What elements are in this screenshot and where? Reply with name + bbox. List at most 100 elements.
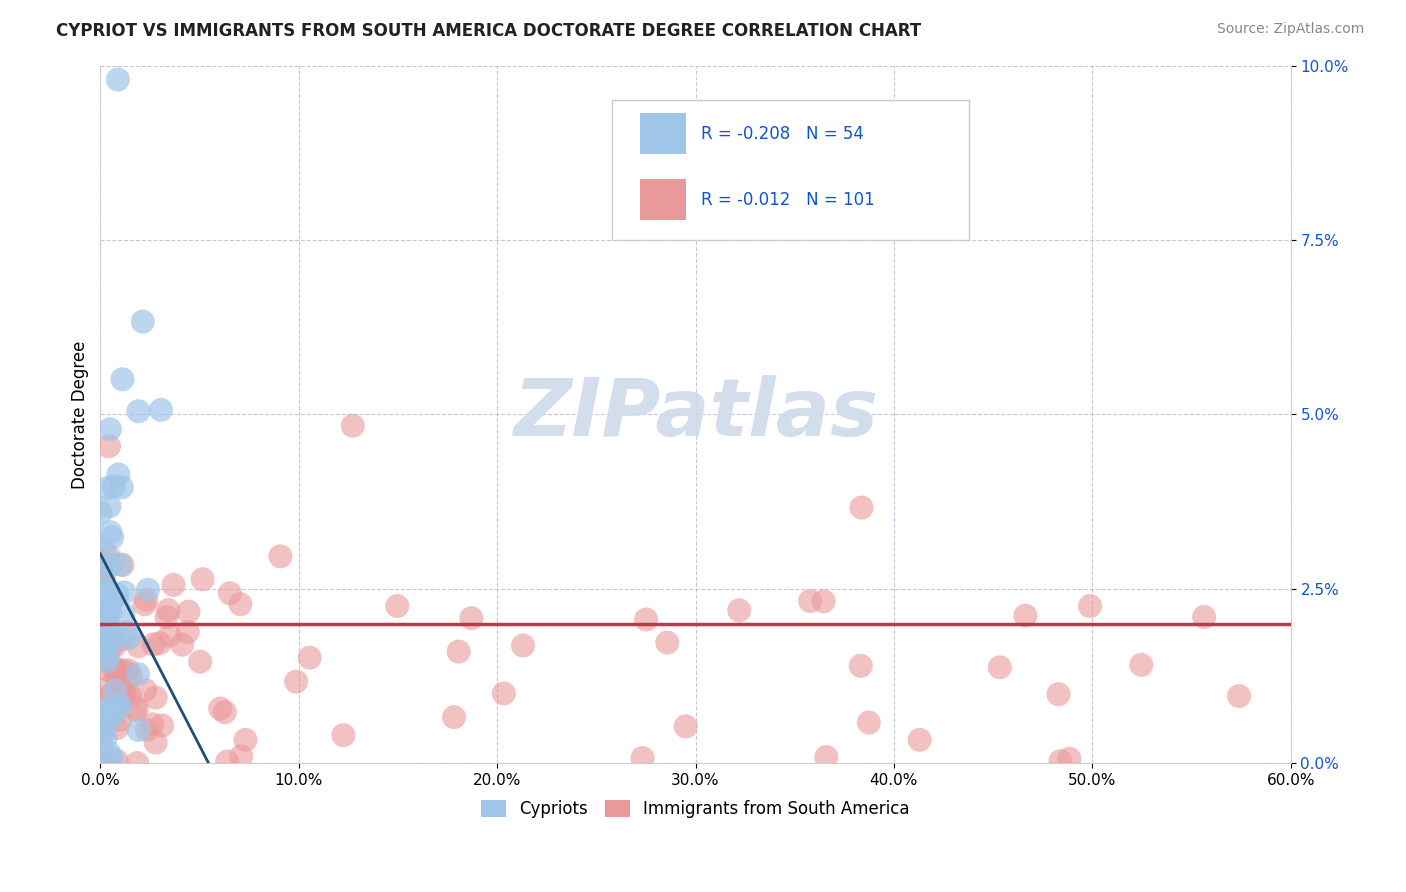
Point xyxy=(96,648,118,663)
Point xyxy=(93,681,115,696)
Point xyxy=(1078,599,1101,613)
Point xyxy=(98,700,121,714)
Point xyxy=(98,631,121,645)
Point xyxy=(93,632,115,647)
Point xyxy=(98,500,121,514)
Point xyxy=(94,731,117,746)
Text: R = -0.208   N = 54: R = -0.208 N = 54 xyxy=(702,125,865,143)
Point xyxy=(634,612,657,626)
Point xyxy=(387,599,409,613)
Point xyxy=(93,694,115,708)
Point xyxy=(105,721,128,735)
Point xyxy=(849,658,872,673)
Point xyxy=(97,663,120,677)
Point xyxy=(136,723,159,737)
Point xyxy=(172,638,194,652)
Point xyxy=(214,705,236,719)
Point xyxy=(91,646,114,660)
Point xyxy=(107,467,129,482)
Point xyxy=(177,605,200,619)
Point xyxy=(127,667,149,681)
Point xyxy=(112,585,135,599)
Point xyxy=(108,672,131,686)
Point xyxy=(98,525,121,540)
Text: R = -0.012   N = 101: R = -0.012 N = 101 xyxy=(702,191,876,209)
Point xyxy=(101,751,124,765)
Point xyxy=(631,751,654,765)
Point xyxy=(512,639,534,653)
Point xyxy=(443,710,465,724)
Point xyxy=(157,603,180,617)
Point xyxy=(96,583,118,598)
Point xyxy=(103,662,125,676)
Point xyxy=(460,611,482,625)
Point xyxy=(125,701,148,715)
Point xyxy=(332,728,354,742)
Point xyxy=(112,687,135,701)
Point xyxy=(159,629,181,643)
Point xyxy=(115,625,138,640)
Point xyxy=(134,597,156,611)
Point xyxy=(156,610,179,624)
Point xyxy=(96,607,118,622)
Point xyxy=(988,660,1011,674)
Point xyxy=(148,636,170,650)
Point xyxy=(97,584,120,599)
Point xyxy=(101,592,124,607)
Point xyxy=(150,718,173,732)
Point xyxy=(134,682,156,697)
Point xyxy=(90,594,112,608)
Point xyxy=(117,663,139,677)
Point xyxy=(105,665,128,679)
Point xyxy=(105,588,128,602)
Point xyxy=(269,549,291,564)
Point xyxy=(1130,657,1153,672)
Text: Source: ZipAtlas.com: Source: ZipAtlas.com xyxy=(1216,22,1364,37)
Point xyxy=(94,714,117,729)
Point xyxy=(858,715,880,730)
Point xyxy=(100,633,122,648)
Point xyxy=(101,706,124,720)
Point xyxy=(145,735,167,749)
Point xyxy=(97,481,120,495)
Point xyxy=(118,631,141,645)
Point xyxy=(90,506,112,520)
Point xyxy=(105,698,128,713)
Point xyxy=(1014,608,1036,623)
Point xyxy=(97,621,120,635)
Point xyxy=(135,592,157,607)
Point xyxy=(100,632,122,646)
Point xyxy=(851,500,873,515)
Point xyxy=(675,719,697,733)
Point xyxy=(217,755,239,769)
Point xyxy=(447,644,470,658)
Point xyxy=(93,565,115,579)
Point xyxy=(110,713,132,727)
Point xyxy=(799,594,821,608)
Text: CYPRIOT VS IMMIGRANTS FROM SOUTH AMERICA DOCTORATE DEGREE CORRELATION CHART: CYPRIOT VS IMMIGRANTS FROM SOUTH AMERICA… xyxy=(56,22,921,40)
Point xyxy=(111,558,134,572)
Point xyxy=(98,422,121,436)
Point xyxy=(100,710,122,724)
Point xyxy=(111,632,134,647)
Point xyxy=(90,738,112,752)
Point xyxy=(93,596,115,610)
Point xyxy=(120,690,142,704)
Point xyxy=(93,543,115,558)
Legend: Cypriots, Immigrants from South America: Cypriots, Immigrants from South America xyxy=(475,793,917,824)
Point xyxy=(298,650,321,665)
Point xyxy=(91,726,114,740)
Point xyxy=(1049,754,1071,768)
Y-axis label: Doctorate Degree: Doctorate Degree xyxy=(72,340,89,489)
Point xyxy=(112,607,135,621)
Point xyxy=(103,640,125,654)
Point xyxy=(97,607,120,622)
Point xyxy=(104,683,127,698)
Point xyxy=(103,479,125,493)
Point xyxy=(120,667,142,681)
Point xyxy=(127,640,149,654)
Point xyxy=(97,654,120,668)
Point xyxy=(1192,610,1215,624)
Point xyxy=(91,631,114,645)
Point xyxy=(815,750,838,764)
